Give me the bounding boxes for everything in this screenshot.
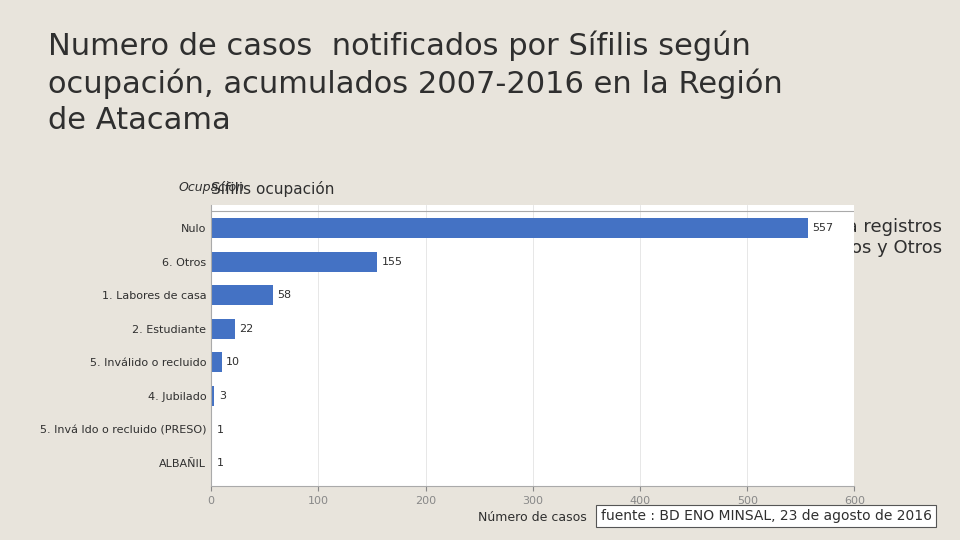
- Text: 557: 557: [812, 223, 833, 233]
- Text: 88 % corresponden a registros
Nulos y Otros: 88 % corresponden a registros Nulos y Ot…: [666, 218, 942, 257]
- Text: 10: 10: [227, 357, 240, 367]
- Text: 1: 1: [217, 424, 224, 435]
- Text: 22: 22: [239, 324, 253, 334]
- Text: 1: 1: [217, 458, 224, 468]
- Bar: [211, 420, 212, 440]
- Text: Ocupacion: Ocupacion: [179, 181, 244, 194]
- Bar: [211, 453, 212, 473]
- X-axis label: Número de casos: Número de casos: [478, 511, 588, 524]
- Text: Sífilis ocupación: Sífilis ocupación: [211, 181, 335, 197]
- Bar: [211, 352, 222, 373]
- Text: 58: 58: [277, 290, 292, 300]
- Bar: [211, 319, 235, 339]
- Text: 3: 3: [219, 391, 226, 401]
- Bar: [211, 252, 377, 272]
- Bar: [211, 218, 808, 238]
- Bar: [211, 386, 214, 406]
- Text: 155: 155: [382, 256, 402, 267]
- Text: Numero de casos  notificados por Sífilis según
ocupación, acumulados 2007-2016 e: Numero de casos notificados por Sífilis …: [48, 31, 782, 135]
- Text: fuente : BD ENO MINSAL, 23 de agosto de 2016: fuente : BD ENO MINSAL, 23 de agosto de …: [601, 509, 931, 523]
- Bar: [211, 285, 274, 305]
